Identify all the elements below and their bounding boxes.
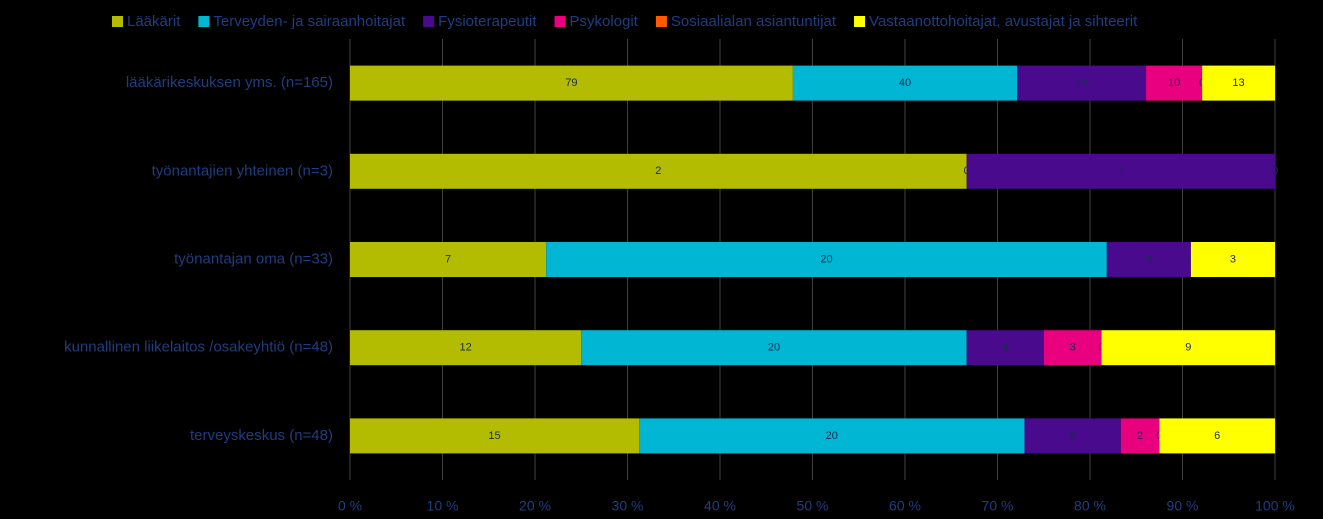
x-tick-label: 100 % xyxy=(1255,498,1295,514)
value-label: 12 xyxy=(460,342,472,354)
bar-segment xyxy=(966,153,1275,189)
x-tick-label: 80 % xyxy=(1074,498,1106,514)
value-label: 7 xyxy=(445,253,451,265)
y-tick-label: työnantajien yhteinen (n=3) xyxy=(152,162,333,179)
x-tick-label: 30 % xyxy=(612,498,644,514)
x-tick-label: 0 % xyxy=(338,498,362,514)
x-tick-label: 20 % xyxy=(519,498,551,514)
x-tick-label: 50 % xyxy=(797,498,829,514)
bar-segment xyxy=(1101,330,1275,366)
value-label: 1 xyxy=(1118,165,1124,177)
bar-segment xyxy=(1106,242,1191,277)
bar-segment xyxy=(792,65,1018,101)
value-label: 23 xyxy=(1075,77,1087,89)
legend-label: Psykologit xyxy=(570,13,639,30)
value-label: 20 xyxy=(826,430,838,442)
legend-swatch xyxy=(554,16,566,27)
legend-label: Sosiaalialan asiantuntijat xyxy=(671,13,837,30)
legend-label: Vastaanottohoitajat, avustajat ja sihtee… xyxy=(869,13,1138,30)
value-label: 20 xyxy=(820,253,832,265)
bar-segment xyxy=(639,418,1025,454)
bar-segment xyxy=(1017,65,1147,101)
bar-segment xyxy=(966,330,1044,366)
bar-segment xyxy=(350,242,547,277)
y-tick-label: työnantajan oma (n=33) xyxy=(174,250,333,267)
value-label: 9 xyxy=(1185,342,1191,354)
value-label: 2 xyxy=(655,165,661,177)
y-tick-label: kunnallinen liikelaitos /osakeyhtiö (n=4… xyxy=(64,339,333,356)
legend-label: Lääkärit xyxy=(127,13,181,30)
value-label: 0 xyxy=(1272,165,1278,177)
value-label: 2 xyxy=(1137,430,1143,442)
legend-swatch xyxy=(655,16,667,27)
value-label: 79 xyxy=(565,77,577,89)
value-label: 3 xyxy=(1070,342,1076,354)
x-tick-label: 60 % xyxy=(889,498,921,514)
value-label: 10 xyxy=(1168,77,1180,89)
bar-segment xyxy=(350,330,582,366)
bar-segment xyxy=(350,153,967,189)
bar-segment xyxy=(581,330,967,366)
legend-label: Terveyden- ja sairaanhoitajat xyxy=(213,13,406,30)
value-label: 3 xyxy=(1230,253,1236,265)
value-label: 0 xyxy=(1272,165,1278,177)
y-tick-label: lääkärikeskuksen yms. (n=165) xyxy=(126,74,333,91)
bar-segment xyxy=(1043,330,1102,366)
legend-swatch xyxy=(198,16,210,27)
x-tick-label: 40 % xyxy=(704,498,736,514)
value-label: 3 xyxy=(1146,253,1152,265)
bar-segment xyxy=(350,65,793,101)
bar-segment xyxy=(350,418,640,454)
value-label: 5 xyxy=(1070,430,1076,442)
bar-segment xyxy=(1146,65,1203,101)
legend-swatch xyxy=(854,16,866,27)
legend-swatch xyxy=(112,16,123,27)
bar-segment xyxy=(546,242,1107,277)
x-tick-label: 10 % xyxy=(427,498,459,514)
legend-swatch xyxy=(423,16,435,27)
bar-segment xyxy=(1202,65,1275,101)
bar-segment xyxy=(1120,418,1160,454)
bar-segment xyxy=(1024,418,1121,454)
value-label: 4 xyxy=(1002,342,1008,354)
value-label: 6 xyxy=(1214,430,1220,442)
value-label: 13 xyxy=(1232,77,1244,89)
value-label: 20 xyxy=(768,342,780,354)
bar-segment xyxy=(1159,418,1275,454)
legend-label: Fysioterapeutit xyxy=(438,13,537,30)
value-label: 0 xyxy=(1272,165,1278,177)
bar-segment xyxy=(1190,242,1275,277)
value-label: 40 xyxy=(899,77,911,89)
x-tick-label: 70 % xyxy=(982,498,1014,514)
x-tick-label: 90 % xyxy=(1167,498,1199,514)
value-label: 15 xyxy=(488,430,500,442)
y-tick-label: terveyskeskus (n=48) xyxy=(190,427,333,444)
